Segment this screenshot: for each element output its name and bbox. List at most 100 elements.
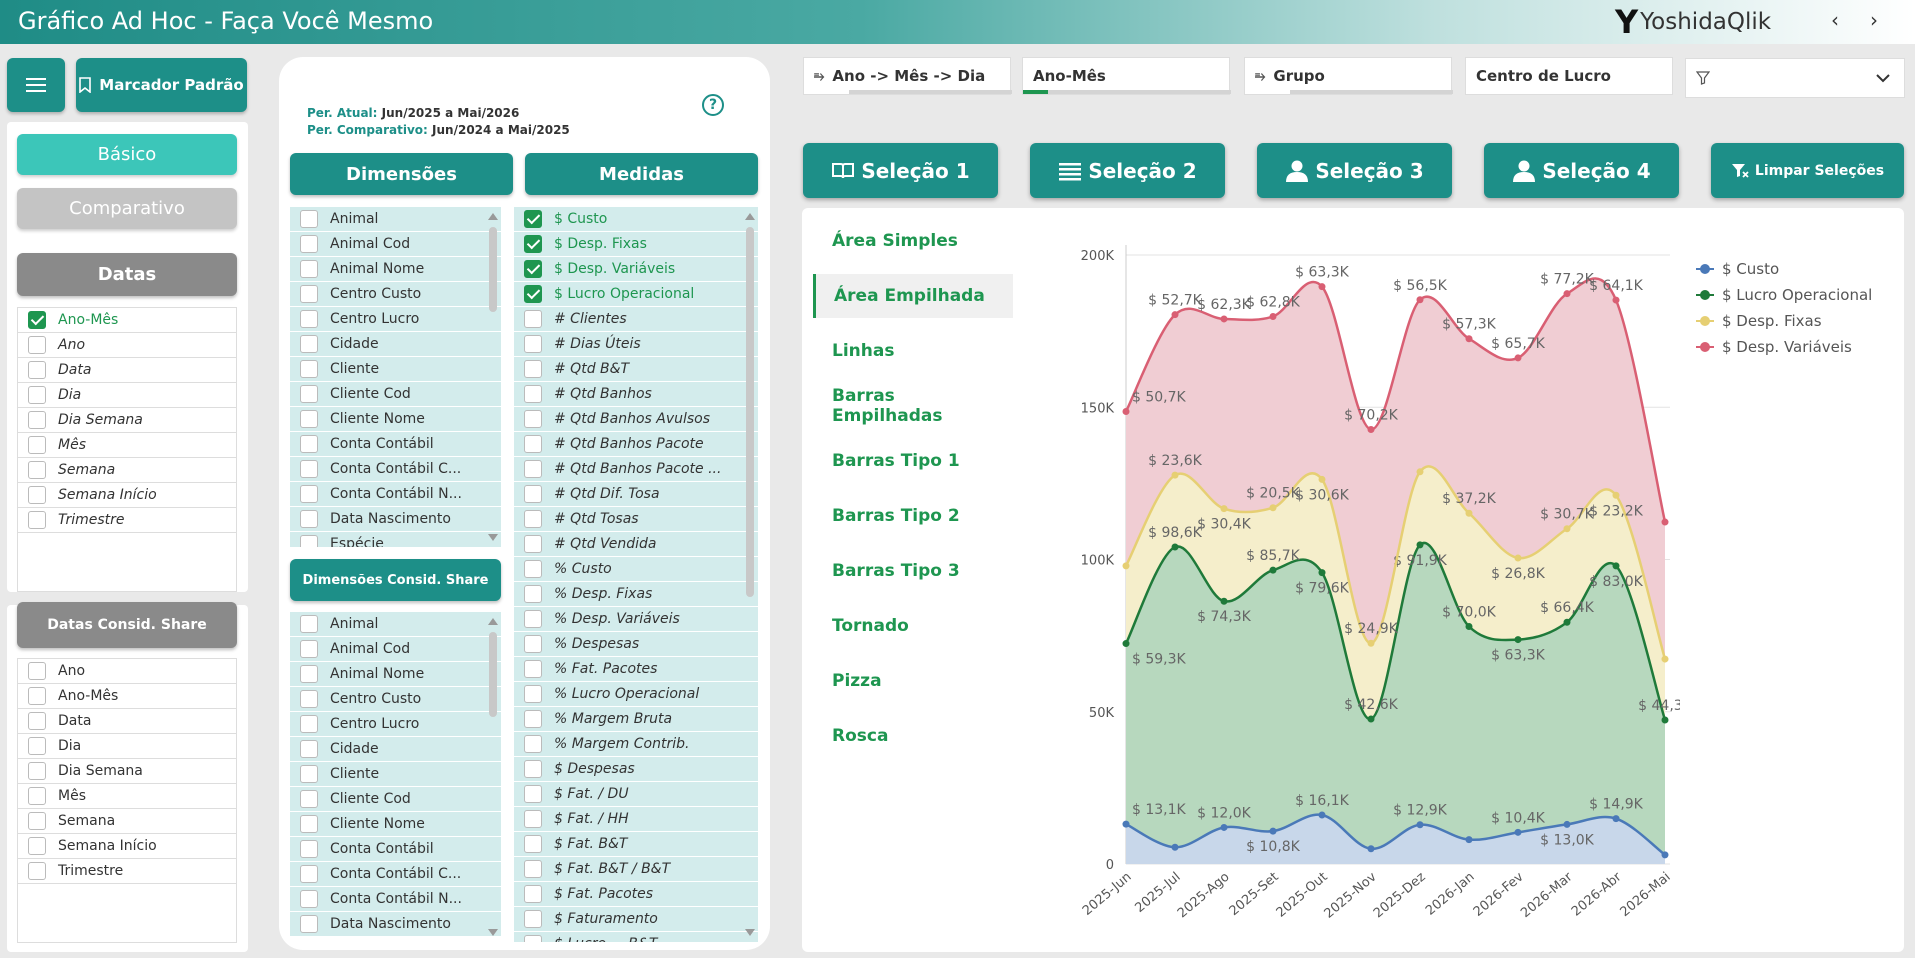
measure-item[interactable]: # Qtd Banhos Avulsos — [514, 407, 758, 432]
checkbox[interactable] — [300, 865, 318, 883]
checkbox[interactable] — [28, 712, 46, 730]
checkbox[interactable] — [300, 890, 318, 908]
chart-type-option[interactable]: Tornado — [831, 604, 1011, 648]
measure-item[interactable]: $ Lucro ... B&T — [514, 932, 758, 942]
checkbox[interactable] — [300, 740, 318, 758]
checkbox[interactable] — [300, 310, 318, 328]
checkbox[interactable] — [524, 835, 542, 853]
share-date-item[interactable]: Data — [18, 709, 236, 734]
legend-item[interactable]: $ Lucro Operacional — [1696, 286, 1872, 304]
share-dimension-item[interactable]: Data Nascimento — [290, 912, 501, 937]
share-date-item[interactable]: Semana — [18, 809, 236, 834]
scroll-thumb[interactable] — [746, 227, 754, 597]
scroll-up-icon[interactable] — [745, 213, 755, 220]
measure-item[interactable]: # Qtd Dif. Tosa — [514, 482, 758, 507]
share-dimension-item[interactable]: Animal — [290, 612, 501, 637]
share-dimension-item[interactable]: Conta Contábil — [290, 837, 501, 862]
measure-item[interactable]: $ Lucro Operacional — [514, 282, 758, 307]
share-date-item[interactable]: Dia Semana — [18, 759, 236, 784]
checkbox[interactable] — [28, 862, 46, 880]
dimension-item[interactable]: Conta Contábil — [290, 432, 501, 457]
checkbox[interactable] — [524, 910, 542, 928]
selection-button-1[interactable]: Seleção 1 — [803, 143, 998, 198]
checkbox[interactable] — [524, 210, 542, 228]
date-field-item[interactable]: Data — [18, 358, 236, 383]
tab-comparative[interactable]: Comparativo — [17, 188, 237, 229]
filter-dropdown[interactable] — [1685, 58, 1905, 98]
share-date-item[interactable]: Ano — [18, 659, 236, 684]
checkbox[interactable] — [524, 260, 542, 278]
checkbox[interactable] — [300, 335, 318, 353]
chart-type-option[interactable]: Barras Tipo 1 — [831, 439, 1011, 483]
checkbox[interactable] — [524, 510, 542, 528]
dimension-item[interactable]: Cliente Nome — [290, 407, 501, 432]
share-dimension-item[interactable]: Cliente — [290, 762, 501, 787]
measure-item[interactable]: # Dias Úteis — [514, 332, 758, 357]
chart-type-option[interactable]: Pizza — [831, 659, 1011, 703]
scroll-down-icon[interactable] — [745, 929, 755, 936]
checkbox[interactable] — [28, 386, 46, 404]
measure-item[interactable]: # Qtd Banhos Pacote ... — [514, 457, 758, 482]
measure-item[interactable]: % Fat. Pacotes — [514, 657, 758, 682]
checkbox[interactable] — [28, 411, 46, 429]
checkbox[interactable] — [28, 812, 46, 830]
checkbox[interactable] — [300, 840, 318, 858]
chart-type-option[interactable]: Barras Tipo 2 — [831, 494, 1011, 538]
checkbox[interactable] — [524, 485, 542, 503]
checkbox[interactable] — [524, 785, 542, 803]
selection-button-4[interactable]: Seleção 4 — [1484, 143, 1679, 198]
measure-item[interactable]: # Qtd Banhos — [514, 382, 758, 407]
date-field-item[interactable]: Dia — [18, 383, 236, 408]
chart-type-option[interactable]: Rosca — [831, 714, 1011, 758]
scroll-up-icon[interactable] — [488, 213, 498, 220]
checkbox[interactable] — [28, 436, 46, 454]
measure-item[interactable]: $ Fat. / HH — [514, 807, 758, 832]
dimension-item[interactable]: Espécie — [290, 532, 501, 547]
checkbox[interactable] — [524, 710, 542, 728]
checkbox[interactable] — [524, 560, 542, 578]
checkbox[interactable] — [524, 760, 542, 778]
dimension-item[interactable]: Centro Lucro — [290, 307, 501, 332]
legend-item[interactable]: $ Custo — [1696, 260, 1779, 278]
measure-item[interactable]: # Clientes — [514, 307, 758, 332]
checkbox[interactable] — [524, 435, 542, 453]
measure-item[interactable]: % Despesas — [514, 632, 758, 657]
checkbox[interactable] — [28, 461, 46, 479]
filter-4[interactable]: Centro de Lucro — [1465, 57, 1673, 95]
date-field-item[interactable]: Semana Início — [18, 483, 236, 508]
checkbox[interactable] — [28, 336, 46, 354]
checkbox[interactable] — [300, 815, 318, 833]
checkbox[interactable] — [524, 585, 542, 603]
tab-basic[interactable]: Básico — [17, 134, 237, 175]
measure-item[interactable]: # Qtd Banhos Pacote — [514, 432, 758, 457]
filter-3[interactable]: ⥱ Grupo — [1244, 57, 1453, 95]
checkbox[interactable] — [300, 510, 318, 528]
date-field-item[interactable]: Dia Semana — [18, 408, 236, 433]
share-dimension-item[interactable]: Centro Custo — [290, 687, 501, 712]
dimension-item[interactable]: Animal Nome — [290, 257, 501, 282]
legend-item[interactable]: $ Desp. Fixas — [1696, 312, 1822, 330]
checkbox[interactable] — [300, 715, 318, 733]
menu-button[interactable] — [7, 58, 65, 112]
dimension-item[interactable]: Conta Contábil C... — [290, 457, 501, 482]
checkbox[interactable] — [524, 735, 542, 753]
checkbox[interactable] — [300, 690, 318, 708]
dimension-item[interactable]: Cidade — [290, 332, 501, 357]
filter-2[interactable]: Ano-Mês — [1022, 57, 1231, 95]
share-dimension-item[interactable]: Conta Contábil C... — [290, 862, 501, 887]
checkbox[interactable] — [28, 311, 46, 329]
checkbox[interactable] — [300, 435, 318, 453]
share-date-item[interactable]: Mês — [18, 784, 236, 809]
dimension-item[interactable]: Cliente Cod — [290, 382, 501, 407]
legend-item[interactable]: $ Desp. Variáveis — [1696, 338, 1852, 356]
measure-item[interactable]: % Custo — [514, 557, 758, 582]
filter-1[interactable]: ⥱ Ano -> Mês -> Dia — [803, 57, 1012, 95]
previous-sheet-button[interactable]: ‹ — [1831, 8, 1839, 32]
checkbox[interactable] — [28, 511, 46, 529]
checkbox[interactable] — [300, 765, 318, 783]
scrollbar[interactable] — [485, 612, 501, 942]
date-field-item[interactable]: Ano — [18, 333, 236, 358]
checkbox[interactable] — [28, 361, 46, 379]
checkbox[interactable] — [28, 486, 46, 504]
selection-button-3[interactable]: Seleção 3 — [1257, 143, 1452, 198]
